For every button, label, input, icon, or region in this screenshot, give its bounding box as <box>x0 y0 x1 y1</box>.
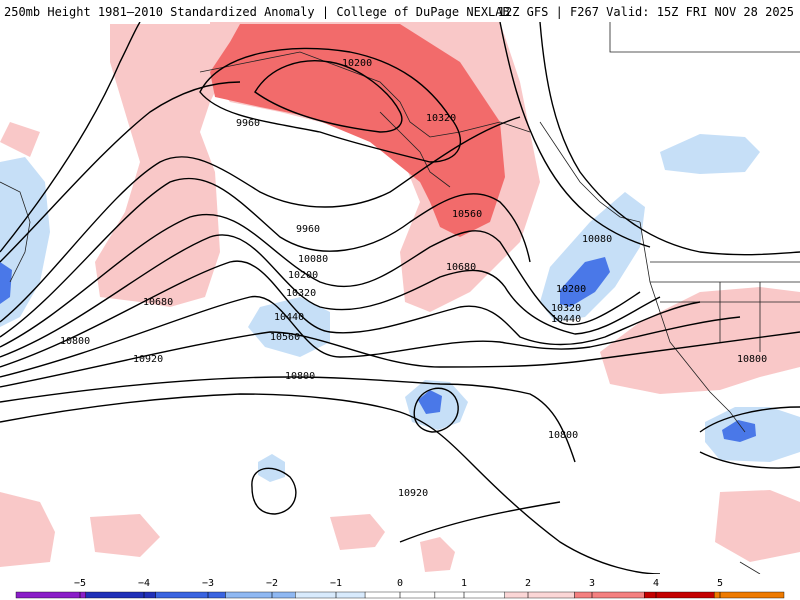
colorbar-tick-label: 4 <box>653 578 659 589</box>
contour-label: 10440 <box>274 312 304 323</box>
contour-label: 10320 <box>551 303 581 314</box>
contour-label: 10080 <box>582 234 612 245</box>
contour-label: 10920 <box>133 354 163 365</box>
colorbar-tick-label: 3 <box>589 578 595 589</box>
colorbar-segment <box>295 591 366 599</box>
contour-label: 10560 <box>452 209 482 220</box>
colorbar-segment <box>644 591 715 599</box>
colorbar-tick-label: −3 <box>202 578 214 589</box>
contour-label: 10200 <box>288 270 318 281</box>
contour-label: 10680 <box>446 262 476 273</box>
contour-label: 9960 <box>296 224 320 235</box>
contour-label: 10800 <box>548 430 578 441</box>
contour-label: 10320 <box>426 113 456 124</box>
contour-labels: 10200 10320 9960 9960 10560 10080 10200 … <box>60 58 767 499</box>
height-contours <box>0 22 800 574</box>
negative-anomaly-areas <box>0 134 800 482</box>
anomaly-colorbar: −5 −4 −3 −2 −1 0 1 2 3 4 5 <box>15 578 785 599</box>
contour-label: 10440 <box>551 314 581 325</box>
contour-label: 10680 <box>143 297 173 308</box>
contour-label: 10800 <box>737 354 767 365</box>
contour-label: 10200 <box>342 58 372 69</box>
map-header: 250mb Height 1981–2010 Standardized Anom… <box>0 0 800 22</box>
contour-label: 10920 <box>398 488 428 499</box>
contour-label: 10080 <box>298 254 328 265</box>
colorbar-segment <box>713 591 785 599</box>
anomaly-map: 10200 10320 9960 9960 10560 10080 10200 … <box>0 22 800 574</box>
colorbar-segment <box>15 591 87 599</box>
colorbar-segment <box>434 591 505 599</box>
map-title: 250mb Height 1981–2010 Standardized Anom… <box>4 5 510 19</box>
colorbar-tick-label: −1 <box>330 578 342 589</box>
contour-label: 10560 <box>270 332 300 343</box>
contour-label: 9960 <box>236 118 260 129</box>
colorbar-segment <box>85 591 156 599</box>
contour-label: 10200 <box>556 284 586 295</box>
contour-label: 10800 <box>285 371 315 382</box>
strong-negative-anomaly <box>0 257 756 442</box>
colorbar-ticks: −5 −4 −3 −2 −1 0 1 2 3 4 5 <box>74 578 723 598</box>
contour-label: 10800 <box>60 336 90 347</box>
colorbar-tick-label: 0 <box>397 578 403 589</box>
coastlines <box>0 22 800 574</box>
colorbar-tick-label: 2 <box>525 578 531 589</box>
colorbar-tick-label: −5 <box>74 578 86 589</box>
colorbar-tick-label: −2 <box>266 578 278 589</box>
colorbar-tick-label: −4 <box>138 578 150 589</box>
contour-label: 10320 <box>286 288 316 299</box>
colorbar-tick-label: 5 <box>717 578 723 589</box>
colorbar-segment <box>504 591 575 599</box>
colorbar-segment <box>225 591 296 599</box>
colorbar-segment <box>574 591 645 599</box>
model-run-info: 12Z GFS | F267 Valid: 15Z FRI NOV 28 202… <box>497 5 794 19</box>
colorbar-segment <box>155 591 226 599</box>
strong-positive-anomaly <box>210 24 505 237</box>
colorbar-tick-label: 1 <box>461 578 467 589</box>
